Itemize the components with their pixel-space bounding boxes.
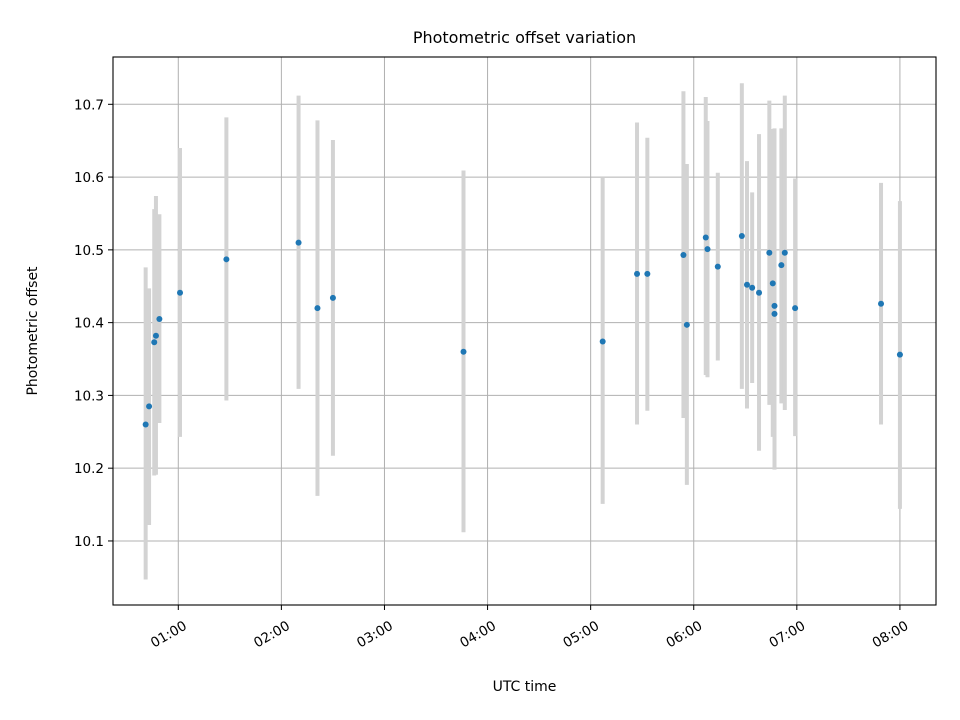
y-tick-label: 10.3 (74, 388, 104, 404)
data-point (778, 262, 785, 269)
data-point (151, 339, 158, 346)
data-point (634, 270, 641, 277)
y-axis-ticks: 10.1 10.2 10.3 10.4 10.5 10.6 10.7 (74, 97, 113, 550)
y-tick-label: 10.1 (74, 534, 104, 550)
data-point (146, 403, 153, 410)
y-tick-label: 10.5 (74, 243, 104, 259)
y-tick-label: 10.4 (74, 316, 104, 332)
data-point (680, 251, 687, 258)
data-point (704, 246, 711, 253)
data-point (769, 280, 776, 287)
data-points (142, 233, 903, 428)
data-point (152, 332, 159, 339)
plot-frame (112, 56, 937, 606)
y-tick-label: 10.7 (74, 97, 104, 113)
data-point (329, 294, 336, 301)
data-point (878, 300, 885, 307)
y-axis-label: Photometric offset (25, 266, 41, 396)
data-point (460, 348, 467, 355)
x-axis-label: UTC time (493, 679, 557, 695)
data-point (177, 289, 184, 296)
y-tick-label: 10.2 (74, 461, 104, 477)
data-point (771, 302, 778, 309)
data-point (714, 263, 721, 270)
data-point (156, 315, 163, 322)
data-point (644, 270, 651, 277)
data-point (599, 338, 606, 345)
data-point (771, 310, 778, 317)
data-point (792, 305, 799, 312)
data-point (749, 284, 756, 291)
data-point (295, 239, 302, 246)
data-point (781, 249, 788, 256)
data-point (702, 234, 709, 241)
data-point (142, 421, 149, 428)
data-point (896, 351, 903, 358)
data-point (738, 233, 745, 240)
chart-title: Photometric offset variation (413, 28, 636, 47)
data-point (756, 289, 763, 296)
data-point (766, 249, 773, 256)
grid (113, 57, 936, 605)
data-point (744, 281, 751, 288)
data-point (314, 305, 321, 312)
data-point (223, 256, 230, 263)
data-point (683, 321, 690, 328)
y-tick-label: 10.6 (74, 170, 104, 186)
